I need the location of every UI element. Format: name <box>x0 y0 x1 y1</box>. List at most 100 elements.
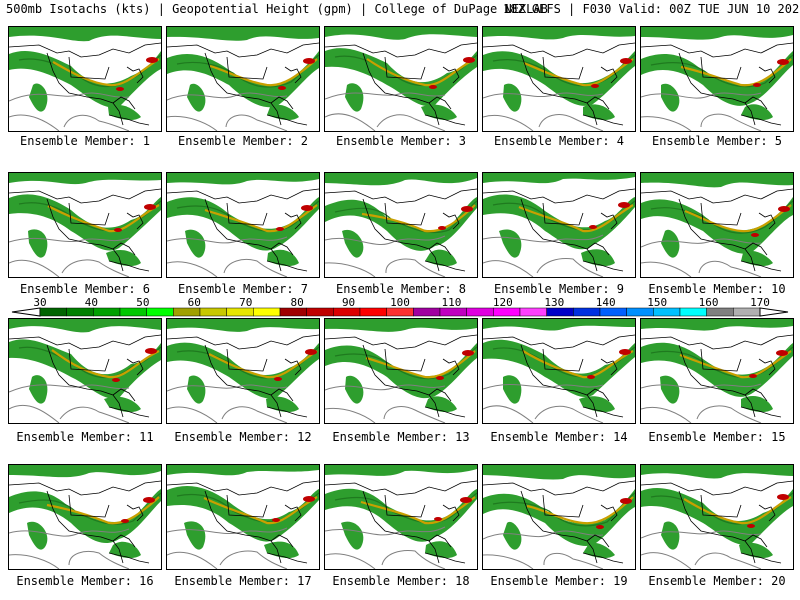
ensemble-member-label: Ensemble Member: 7 <box>177 282 309 296</box>
jet-max <box>429 57 475 89</box>
jet-max <box>587 349 631 379</box>
jet-core <box>47 204 160 233</box>
colorbar-tick-label: 80 <box>291 296 304 309</box>
header-product-title: 500mb Isotachs (kts) | Geopotential Heig… <box>6 2 548 16</box>
member-map <box>167 173 319 277</box>
coastlines-borders <box>325 334 477 418</box>
jet-core <box>522 350 634 379</box>
jet-max <box>434 497 472 521</box>
member-map <box>641 27 793 131</box>
ensemble-member-label: Ensemble Member: 20 <box>648 574 786 588</box>
jet-max <box>749 350 788 378</box>
ensemble-member-map <box>166 172 320 278</box>
ensemble-member-map <box>166 318 320 424</box>
ensemble-member-map <box>324 172 478 278</box>
jet-core <box>203 496 318 525</box>
member-map <box>9 173 161 277</box>
ensemble-member-map <box>8 26 162 132</box>
ensemble-member-label: Ensemble Member: 13 <box>332 430 470 444</box>
colorbar-swatch <box>39 307 67 317</box>
isotach-shading <box>483 465 635 559</box>
colorbar-swatch <box>519 307 547 317</box>
isotach-shading <box>641 173 793 267</box>
isotach-shading <box>9 465 161 559</box>
ensemble-member-map <box>640 172 794 278</box>
coastlines-borders <box>325 188 477 272</box>
colorbar-swatch <box>199 307 227 317</box>
coastlines-borders <box>167 334 319 418</box>
jet-max <box>747 494 789 528</box>
colorbar-swatch <box>706 307 734 317</box>
ensemble-member-label: Ensemble Member: 6 <box>19 282 151 296</box>
colorbar-swatch <box>466 307 494 317</box>
ensemble-member-label: Ensemble Member: 5 <box>651 134 783 148</box>
member-map <box>167 27 319 131</box>
jet-core <box>684 204 792 233</box>
coastlines-borders <box>641 42 793 126</box>
jet-core <box>679 350 792 379</box>
ensemble-member-map <box>482 172 636 278</box>
member-map <box>167 465 319 569</box>
ensemble-member-label: Ensemble Member: 4 <box>493 134 625 148</box>
colorbar-swatch <box>573 307 601 317</box>
colorbar-swatch <box>359 307 387 317</box>
jet-max <box>751 206 790 237</box>
jet-core <box>366 58 476 87</box>
jet-max <box>591 58 632 88</box>
ensemble-member-map <box>324 26 478 132</box>
colorbar-swatch <box>93 307 121 317</box>
colorbar-swatch <box>279 307 307 317</box>
member-map <box>167 319 319 423</box>
colorbar-swatch <box>653 307 681 317</box>
colorbar-swatch <box>306 307 334 317</box>
ensemble-member-map <box>8 172 162 278</box>
jet-max <box>753 59 789 87</box>
ensemble-member-label: Ensemble Member: 12 <box>174 430 312 444</box>
ensemble-member-map <box>8 464 162 570</box>
jet-max <box>589 202 630 229</box>
jet-core <box>680 58 792 87</box>
colorbar-swatch <box>626 307 654 317</box>
ensemble-member-label: Ensemble Member: 19 <box>490 574 628 588</box>
member-map <box>9 465 161 569</box>
ensemble-member-map <box>324 318 478 424</box>
coastlines-borders <box>483 334 635 418</box>
jet-core <box>523 58 634 87</box>
ensemble-member-label: Ensemble Member: 9 <box>493 282 625 296</box>
colorbar-left-arrow <box>11 307 41 317</box>
ensemble-member-label: Ensemble Member: 3 <box>335 134 467 148</box>
coastlines-borders <box>483 42 635 126</box>
colorbar-swatch <box>679 307 707 317</box>
colorbar-tick-label: 30 <box>33 296 46 309</box>
colorbar-swatch <box>733 307 761 317</box>
jet-max <box>278 58 315 90</box>
isotach-shading <box>325 173 477 267</box>
member-map <box>325 465 477 569</box>
ensemble-member-map <box>640 318 794 424</box>
member-map <box>9 27 161 131</box>
ensemble-member-map <box>8 318 162 424</box>
colorbar-tick-label: 140 <box>596 296 616 309</box>
colorbar-tick-label: 110 <box>441 296 461 309</box>
coastlines-borders <box>167 42 319 126</box>
member-map <box>641 319 793 423</box>
ensemble-member-map <box>324 464 478 570</box>
coastlines-borders <box>483 188 635 272</box>
jet-max <box>112 348 157 382</box>
colorbar-tick-label: 50 <box>136 296 149 309</box>
ensemble-member-label: Ensemble Member: 15 <box>648 430 786 444</box>
ensemble-member-label: Ensemble Member: 2 <box>177 134 309 148</box>
ensemble-member-map <box>640 26 794 132</box>
coastlines-borders <box>9 42 161 126</box>
coastlines-borders <box>325 42 477 126</box>
coastlines-borders <box>9 334 161 418</box>
jet-max <box>114 204 156 232</box>
colorbar-swatch <box>66 307 94 317</box>
colorbar-tick-label: 40 <box>85 296 98 309</box>
colorbar-tick-label: 100 <box>390 296 410 309</box>
jet-max <box>274 349 317 381</box>
colorbar-swatch <box>493 307 521 317</box>
isotach-shading <box>325 319 477 413</box>
colorbar-swatch <box>253 307 281 317</box>
coastlines-borders <box>167 188 319 272</box>
